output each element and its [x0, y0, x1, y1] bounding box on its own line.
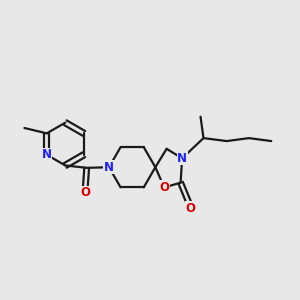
- Text: O: O: [159, 181, 169, 194]
- Text: N: N: [104, 161, 114, 174]
- Text: N: N: [42, 148, 52, 161]
- Text: O: O: [80, 186, 90, 199]
- Text: N: N: [177, 152, 187, 165]
- Text: O: O: [185, 202, 195, 215]
